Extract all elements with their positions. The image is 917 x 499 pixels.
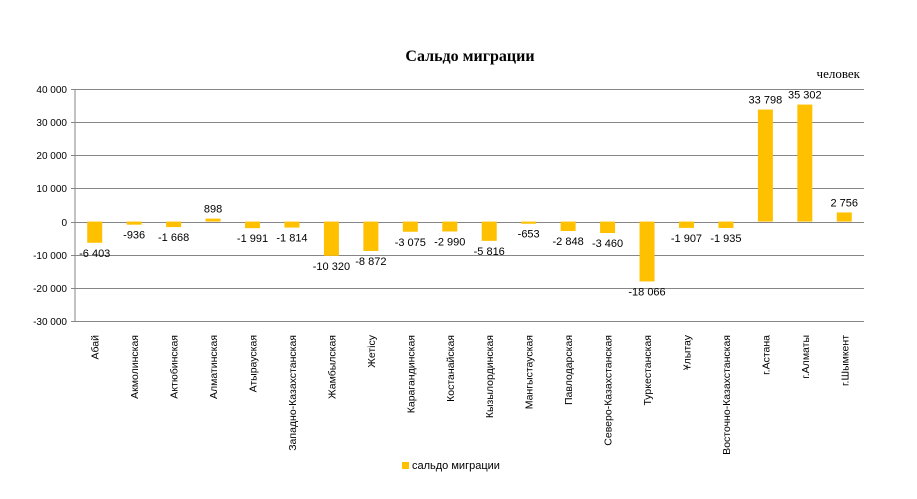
bars — [87, 104, 852, 282]
x-tick-label: Костанайская — [445, 335, 457, 402]
data-label: 35 302 — [788, 90, 822, 102]
bar — [481, 221, 497, 241]
bar — [126, 221, 142, 225]
data-label: -653 — [518, 229, 540, 241]
data-label: -3 075 — [395, 237, 426, 249]
bar — [678, 221, 694, 228]
unit-label: человек — [817, 66, 861, 81]
bar — [442, 221, 458, 232]
bar — [560, 221, 576, 232]
bar — [718, 221, 734, 228]
bar — [836, 212, 852, 222]
data-label: -1 814 — [276, 233, 307, 245]
x-tick-label: Западно-Казахстанская — [287, 335, 299, 451]
y-tick-label: 30 000 — [36, 118, 67, 129]
x-tick-label: Карагандинская — [405, 335, 417, 413]
data-label: -2 848 — [553, 236, 584, 248]
x-axis: Абай Акмолинская Актюбинская Алматинская Аты… — [90, 334, 852, 455]
bar — [402, 221, 418, 232]
bar — [797, 104, 813, 222]
data-label: -936 — [123, 230, 145, 242]
y-axis: -30 000 -20 000 -10 000 0 10 000 20 000 30 000… — [33, 85, 76, 328]
bar — [323, 221, 339, 256]
legend-label: сальдо миграции — [412, 460, 500, 472]
chart-title: Сальдо миграции — [405, 48, 534, 65]
data-label: -18 066 — [628, 286, 665, 298]
x-tick-label: Алматинская — [208, 335, 220, 399]
x-tick-label: г.Алматы — [800, 335, 812, 379]
data-label: -3 460 — [592, 238, 623, 250]
legend: сальдо миграции — [402, 460, 500, 472]
data-label: -1 935 — [710, 233, 741, 245]
data-label: -1 991 — [237, 233, 268, 245]
bar — [87, 221, 103, 243]
bar — [166, 221, 182, 228]
x-tick-label: Жетісу — [366, 334, 378, 367]
data-label: 33 798 — [749, 95, 783, 107]
y-tick-label: -10 000 — [33, 251, 67, 262]
bar — [639, 221, 655, 282]
data-labels: -6 403 -936 -1 668 898 -1 991 -1 814 -10 320 -8… — [79, 90, 858, 299]
data-label: 898 — [204, 204, 222, 216]
data-label: -8 872 — [355, 256, 386, 268]
x-tick-label: Акмолинская — [129, 335, 141, 399]
bar — [521, 221, 537, 224]
bar — [284, 221, 300, 228]
data-label: -1 907 — [671, 233, 702, 245]
x-tick-label: Северо-Казахстанская — [603, 335, 615, 446]
y-tick-label: 0 — [61, 218, 67, 229]
x-tick-label: Атырауская — [248, 335, 260, 392]
data-label: -2 990 — [434, 236, 465, 248]
data-label: -5 816 — [474, 246, 505, 258]
x-tick-label: Туркестанская — [642, 335, 654, 406]
bar — [757, 109, 773, 222]
y-tick-label: 20 000 — [36, 151, 67, 162]
data-label: -1 668 — [158, 232, 189, 244]
y-tick-label: 10 000 — [36, 184, 67, 195]
x-tick-label: Абай — [90, 335, 102, 360]
data-label: -10 320 — [313, 261, 350, 273]
x-tick-label: г.Астана — [760, 335, 772, 375]
y-tick-label: 40 000 — [36, 85, 67, 96]
x-tick-label: Актюбинская — [169, 335, 181, 399]
bar — [245, 221, 261, 229]
x-tick-label: Ұлытау — [681, 334, 693, 370]
bar — [600, 221, 616, 234]
x-tick-label: Кызылординская — [484, 335, 496, 418]
x-tick-label: Мангыстауская — [524, 335, 536, 409]
y-tick-label: -30 000 — [33, 317, 67, 328]
gridlines — [71, 89, 864, 322]
bar — [205, 218, 221, 222]
x-tick-label: Павлодарская — [563, 335, 575, 405]
x-tick-label: Жамбылская — [326, 335, 338, 399]
data-label: 2 756 — [831, 197, 859, 209]
legend-swatch — [402, 462, 409, 469]
y-tick-label: -20 000 — [33, 284, 67, 295]
data-label: -6 403 — [79, 248, 110, 260]
x-tick-label: г.Шымкент — [839, 335, 851, 386]
bar — [363, 221, 379, 251]
x-tick-label: Восточно-Казахстанская — [721, 335, 733, 455]
